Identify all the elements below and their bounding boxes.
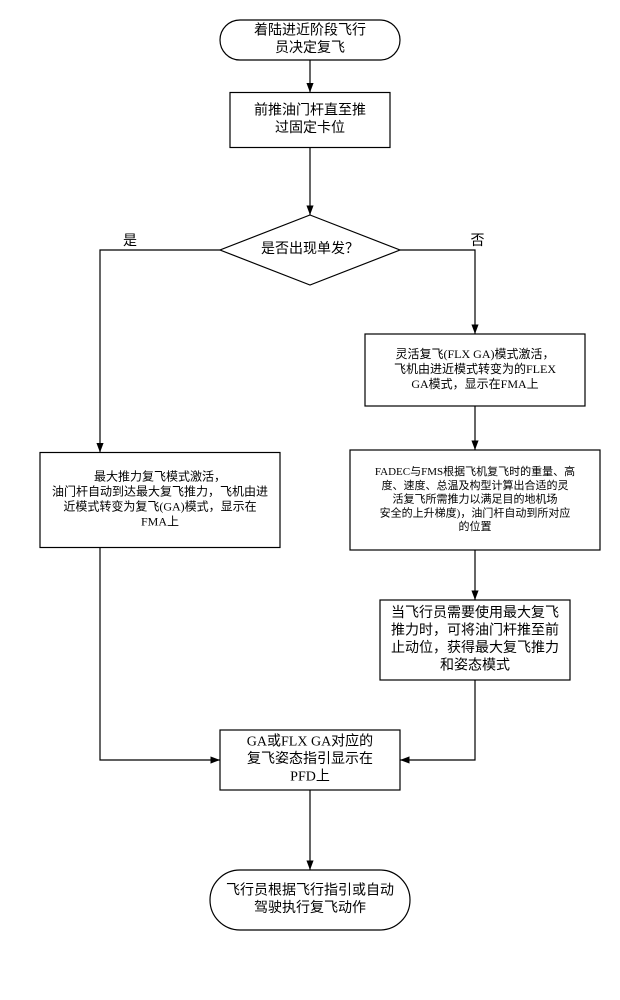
svg-text:员决定复飞: 员决定复飞	[275, 39, 345, 56]
svg-text:是: 是	[123, 234, 137, 249]
edge	[400, 250, 475, 334]
svg-text:FADEC与FMS根据飞机复飞时的重量、高: FADEC与FMS根据飞机复飞时的重量、高	[375, 464, 575, 478]
svg-text:最大推力复飞模式激活，: 最大推力复飞模式激活，	[94, 469, 226, 483]
svg-text:安全的上升梯度)，油门杆自动到所对应: 安全的上升梯度)，油门杆自动到所对应	[380, 505, 571, 519]
svg-text:活复飞所需推力以满足目的地机场: 活复飞所需推力以满足目的地机场	[393, 492, 558, 506]
svg-text:驾驶执行复飞动作: 驾驶执行复飞动作	[254, 899, 366, 916]
svg-text:灵活复飞(FLX GA)模式激活，: 灵活复飞(FLX GA)模式激活，	[396, 347, 555, 361]
svg-text:度、速度、总温及构型计算出合适的灵: 度、速度、总温及构型计算出合适的灵	[382, 478, 569, 492]
flowchart-canvas: 着陆进近阶段飞行员决定复飞前推油门杆直至推过固定卡位是否出现单发？ 最大推力复飞模…	[0, 0, 620, 1000]
svg-text:止动位，获得最大复飞推力: 止动位，获得最大复飞推力	[391, 639, 559, 656]
svg-text:FMA上: FMA上	[141, 514, 179, 528]
svg-text:油门杆自动到达最大复飞推力，飞机由进: 油门杆自动到达最大复飞推力，飞机由进	[52, 483, 268, 498]
edge	[100, 548, 220, 761]
svg-text:GA或FLX GA对应的: GA或FLX GA对应的	[247, 733, 373, 750]
svg-text:当飞行员需要使用最大复飞: 当飞行员需要使用最大复飞	[391, 604, 559, 621]
edge	[100, 250, 220, 453]
svg-text:和姿态模式: 和姿态模式	[440, 657, 510, 673]
svg-text:近模式转变为复飞(GA)模式，显示在: 近模式转变为复飞(GA)模式，显示在	[63, 498, 256, 513]
svg-text:推力时，可将油门杆推至前: 推力时，可将油门杆推至前	[391, 621, 559, 638]
svg-text:飞行员根据飞行指引或自动: 飞行员根据飞行指引或自动	[226, 882, 394, 898]
edge	[400, 680, 475, 760]
svg-text:过固定卡位: 过固定卡位	[275, 120, 345, 136]
svg-text:着陆进近阶段飞行: 着陆进近阶段飞行	[254, 22, 366, 38]
svg-text:飞机由进近模式转变为的FLEX: 飞机由进近模式转变为的FLEX	[394, 361, 556, 376]
svg-text:前推油门杆直至推: 前推油门杆直至推	[254, 101, 366, 118]
svg-text:的位置: 的位置	[459, 519, 492, 533]
svg-text:GA模式，显示在FMA上: GA模式，显示在FMA上	[411, 377, 538, 391]
svg-text:PFD上: PFD上	[290, 769, 330, 785]
svg-text:否: 否	[471, 234, 485, 249]
svg-text:复飞姿态指引显示在: 复飞姿态指引显示在	[247, 750, 373, 767]
svg-text:是否出现单发？: 是否出现单发？	[261, 241, 359, 257]
